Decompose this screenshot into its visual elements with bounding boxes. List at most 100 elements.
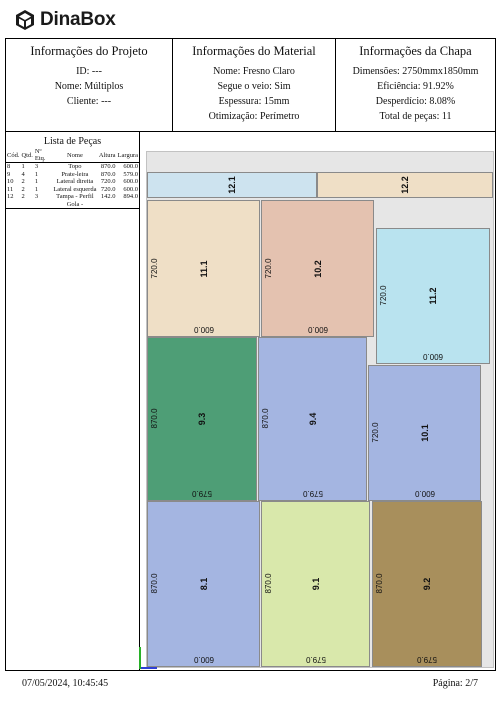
cell-label-no: 1 bbox=[34, 178, 39, 185]
cell-name: Lateral direita bbox=[56, 178, 94, 185]
piece-width: 600.0 bbox=[193, 325, 214, 334]
cell-height: 720.0 bbox=[100, 178, 116, 185]
cell-width: 894.0 bbox=[116, 193, 139, 209]
cell-name: Tampa - Perfil Gola - bbox=[51, 193, 98, 209]
cell-label-no: 3 bbox=[34, 163, 39, 170]
y-axis-marker bbox=[139, 647, 141, 669]
cell-name: Topo bbox=[68, 163, 82, 170]
cell-width: 600.0 bbox=[123, 163, 138, 170]
piece-width: 579.0 bbox=[416, 655, 438, 664]
info-header: Informações do Projeto ID: --- Nome: Múl… bbox=[6, 39, 495, 132]
cell-height: 142.0 bbox=[97, 193, 117, 209]
table-row: 10 2 1 Lateral direita 720.0 600.0 bbox=[6, 178, 139, 186]
project-client: Cliente: --- bbox=[66, 96, 112, 107]
cell-label-no: 1 bbox=[34, 170, 39, 178]
sheet-dimensions: Dimensões: 2750mmx1850mm bbox=[352, 66, 479, 77]
cell-qty: 2 bbox=[21, 185, 25, 193]
piece-id: 11.2 bbox=[428, 287, 438, 305]
piece-9-2: 9.2 870.0 579.0 bbox=[372, 501, 482, 667]
cell-name: Prate-leira bbox=[61, 170, 89, 178]
sheet-total-pieces: Total de peças: 11 bbox=[379, 111, 452, 122]
cell-code: 11 bbox=[7, 185, 14, 193]
piece-12-1: 12.1 bbox=[147, 172, 317, 198]
cell-code: 8 bbox=[7, 163, 11, 170]
piece-10-2: 10.2 720.0 600.0 bbox=[261, 200, 374, 337]
cell-qty: 2 bbox=[20, 193, 34, 209]
material-name: Nome: Fresno Claro bbox=[213, 66, 295, 77]
table-row: 12 2 3 Tampa - Perfil Gola - 142.0 894.0 bbox=[6, 193, 139, 209]
material-info-title: Informações do Material bbox=[192, 44, 316, 58]
footer-date: 07/05/2024, 10:45:45 bbox=[22, 678, 109, 689]
material-optimization: Otimização: Perímetro bbox=[208, 111, 300, 122]
piece-id: 12.1 bbox=[227, 176, 237, 194]
project-id: ID: --- bbox=[76, 66, 102, 77]
cell-width: 600.0 bbox=[123, 178, 138, 185]
cell-qty: 2 bbox=[21, 178, 25, 185]
project-info: Informações do Projeto ID: --- Nome: Múl… bbox=[6, 39, 172, 131]
piece-height: 720.0 bbox=[379, 285, 388, 306]
cell-code: 12 bbox=[6, 193, 21, 209]
piece-height: 870.0 bbox=[264, 573, 273, 594]
parts-table: Cód. Qtd. Nº Etq. Nome Altura Largura 8 … bbox=[6, 148, 139, 209]
piece-id: 10.1 bbox=[419, 424, 430, 442]
col-code: Cód. bbox=[6, 148, 21, 163]
material-grain: Segue o veio: Sim bbox=[217, 81, 291, 92]
piece-height: 870.0 bbox=[261, 408, 270, 429]
footer-page: Página: 2/7 bbox=[432, 678, 478, 689]
piece-9-1: 9.1 870.0 579.0 bbox=[261, 501, 370, 667]
col-height: Altura bbox=[97, 148, 117, 163]
table-row: 11 2 1 Lateral esquerda 720.0 600.0 bbox=[6, 186, 139, 194]
col-qty: Qtd. bbox=[20, 148, 34, 163]
piece-id: 9.2 bbox=[422, 577, 432, 591]
report-frame: Informações do Projeto ID: --- Nome: Múl… bbox=[5, 38, 496, 671]
cell-label-no: 1 bbox=[34, 185, 39, 193]
cell-label-no: 3 bbox=[33, 193, 52, 209]
table-row: 8 1 3 Topo 870.0 600.0 bbox=[6, 163, 139, 171]
piece-id: 11.1 bbox=[198, 259, 209, 278]
col-width: Largura bbox=[116, 148, 139, 163]
project-name: Nome: Múltiplos bbox=[54, 81, 124, 92]
piece-id: 10.2 bbox=[312, 259, 323, 278]
sheet-waste: Desperdício: 8.08% bbox=[375, 96, 456, 107]
piece-height: 870.0 bbox=[375, 573, 384, 594]
piece-height: 870.0 bbox=[150, 408, 159, 429]
cube-logo-icon bbox=[16, 10, 34, 30]
cell-height: 870.0 bbox=[100, 170, 116, 178]
table-row: 9 4 1 Prate-leira 870.0 579.0 bbox=[6, 171, 139, 179]
piece-12-2: 12.2 bbox=[317, 172, 493, 198]
piece-height: 720.0 bbox=[150, 257, 159, 278]
parts-list-title: Lista de Peças bbox=[43, 136, 102, 147]
cell-code: 10 bbox=[7, 178, 14, 185]
piece-width: 600.0 bbox=[193, 655, 214, 664]
piece-height: 870.0 bbox=[150, 573, 159, 594]
cutting-sheet: 12.1 12.2 11.1 720.0 600.0 10.2 720.0 600.0 11.2… bbox=[146, 151, 494, 668]
piece-width: 579.0 bbox=[191, 489, 213, 498]
cell-name: Lateral esquerda bbox=[53, 185, 97, 193]
piece-9-4: 9.4 870.0 579.0 bbox=[258, 337, 367, 501]
sheet-info-title: Informações da Chapa bbox=[359, 44, 472, 58]
project-info-title: Informações do Projeto bbox=[30, 44, 148, 58]
piece-11-2: 11.2 720.0 600.0 bbox=[376, 228, 490, 364]
piece-id: 12.2 bbox=[400, 176, 410, 194]
cell-qty: 4 bbox=[21, 170, 25, 178]
brand-name: DinaBox bbox=[40, 9, 116, 30]
piece-height: 720.0 bbox=[371, 422, 380, 443]
col-label-no: Nº Etq. bbox=[33, 148, 52, 163]
cell-width: 579.0 bbox=[123, 170, 138, 178]
piece-width: 579.0 bbox=[302, 489, 323, 498]
cutting-plan-area: 12.1 12.2 11.1 720.0 600.0 10.2 720.0 600.0 11.2… bbox=[141, 132, 495, 670]
piece-width: 600.0 bbox=[422, 352, 444, 361]
piece-8-1: 8.1 870.0 600.0 bbox=[147, 501, 260, 667]
piece-width: 579.0 bbox=[305, 655, 326, 664]
piece-id: 9.1 bbox=[310, 577, 321, 591]
piece-height: 720.0 bbox=[264, 257, 273, 278]
cell-code: 9 bbox=[7, 170, 11, 178]
x-axis-marker bbox=[139, 667, 157, 669]
col-name: Nome bbox=[51, 148, 98, 163]
piece-11-1: 11.1 720.0 600.0 bbox=[147, 200, 260, 337]
parts-list: Lista de Peças Cód. Qtd. Nº Etq. Nome Al… bbox=[6, 132, 140, 670]
cell-height: 720.0 bbox=[100, 185, 116, 193]
piece-10-1: 10.1 720.0 600.0 bbox=[368, 365, 481, 501]
footer-rule bbox=[5, 670, 496, 671]
piece-id: 9.4 bbox=[307, 412, 318, 426]
